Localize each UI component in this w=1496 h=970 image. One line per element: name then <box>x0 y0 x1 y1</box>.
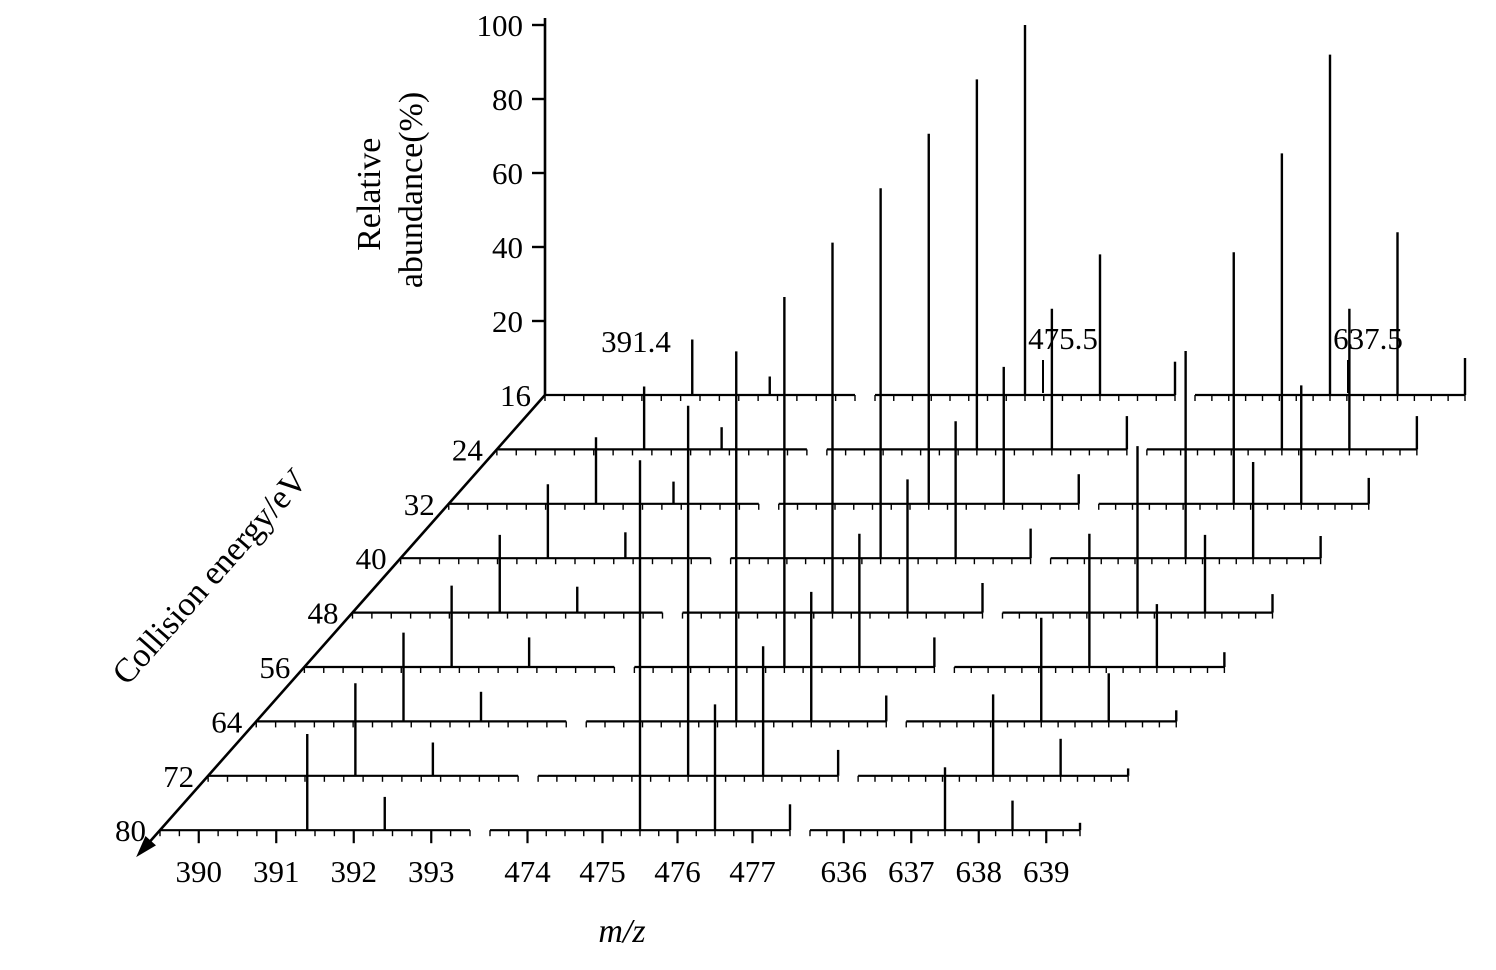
annotation-label-391: 391.4 <box>601 324 671 359</box>
energy-tick-label: 32 <box>404 487 435 522</box>
mz-tick-label: 392 <box>331 854 378 889</box>
x-axis-title: m/z <box>598 913 645 950</box>
spectrum-row-56eV <box>303 297 1226 673</box>
energy-tick-label: 72 <box>163 759 194 794</box>
spectra-rows <box>159 25 1467 837</box>
y-tick-label: 20 <box>492 304 523 339</box>
mz-tick-label: 474 <box>504 854 551 889</box>
spectrum-row-48eV <box>351 242 1274 619</box>
axes <box>136 18 547 858</box>
spectrum-row-24eV <box>496 79 1419 456</box>
spectrum-row-32eV <box>448 133 1370 510</box>
mz-axis-ticks: 390 391 392 393 474 475 476 477 636 637 638 639 <box>176 830 1070 889</box>
mz-tick-label: 637 <box>888 854 935 889</box>
y-tick-label: 100 <box>477 8 524 43</box>
mz-tick-label: 476 <box>654 854 701 889</box>
energy-tick-label: 56 <box>259 650 290 685</box>
mz-tick-label: 475 <box>579 854 626 889</box>
spectrum-row-72eV <box>207 405 1130 782</box>
depth-axis-ticks: 16 24 32 40 48 56 64 72 80 <box>115 378 531 848</box>
mz-tick-label: 390 <box>176 854 223 889</box>
y-axis-title: Relative abundance(%) <box>351 92 430 288</box>
spectrum-row-16eV <box>544 25 1467 401</box>
mz-tick-label: 636 <box>821 854 868 889</box>
energy-tick-label: 80 <box>115 813 146 848</box>
spectrum-row-80eV <box>159 460 1082 837</box>
y-tick-label: 80 <box>492 82 523 117</box>
energy-tick-label: 24 <box>452 432 484 467</box>
mz-tick-label: 639 <box>1023 854 1070 889</box>
mz-tick-label: 393 <box>408 854 455 889</box>
spectrum-row-40eV <box>399 188 1322 565</box>
y-tick-label: 40 <box>492 230 523 265</box>
annotation-label-637: 637.5 <box>1333 321 1403 356</box>
energy-tick-label: 40 <box>356 541 387 576</box>
spectrum-row-64eV <box>255 351 1178 728</box>
y-tick-label: 60 <box>492 156 523 191</box>
energy-tick-label: 48 <box>308 596 339 631</box>
mz-tick-label: 391 <box>253 854 300 889</box>
y-axis-ticks: 20 40 60 80 100 <box>477 8 545 339</box>
depth-axis-line <box>139 394 546 854</box>
energy-tick-label: 64 <box>211 704 243 739</box>
energy-tick-label: 16 <box>500 378 531 413</box>
mz-tick-label: 477 <box>729 854 776 889</box>
peak-annotations: 391.4 475.5 637.5 <box>601 321 1403 393</box>
depth-axis-arrow <box>136 836 156 858</box>
mz-tick-label: 638 <box>956 854 1003 889</box>
annotation-label-475: 475.5 <box>1028 321 1098 356</box>
